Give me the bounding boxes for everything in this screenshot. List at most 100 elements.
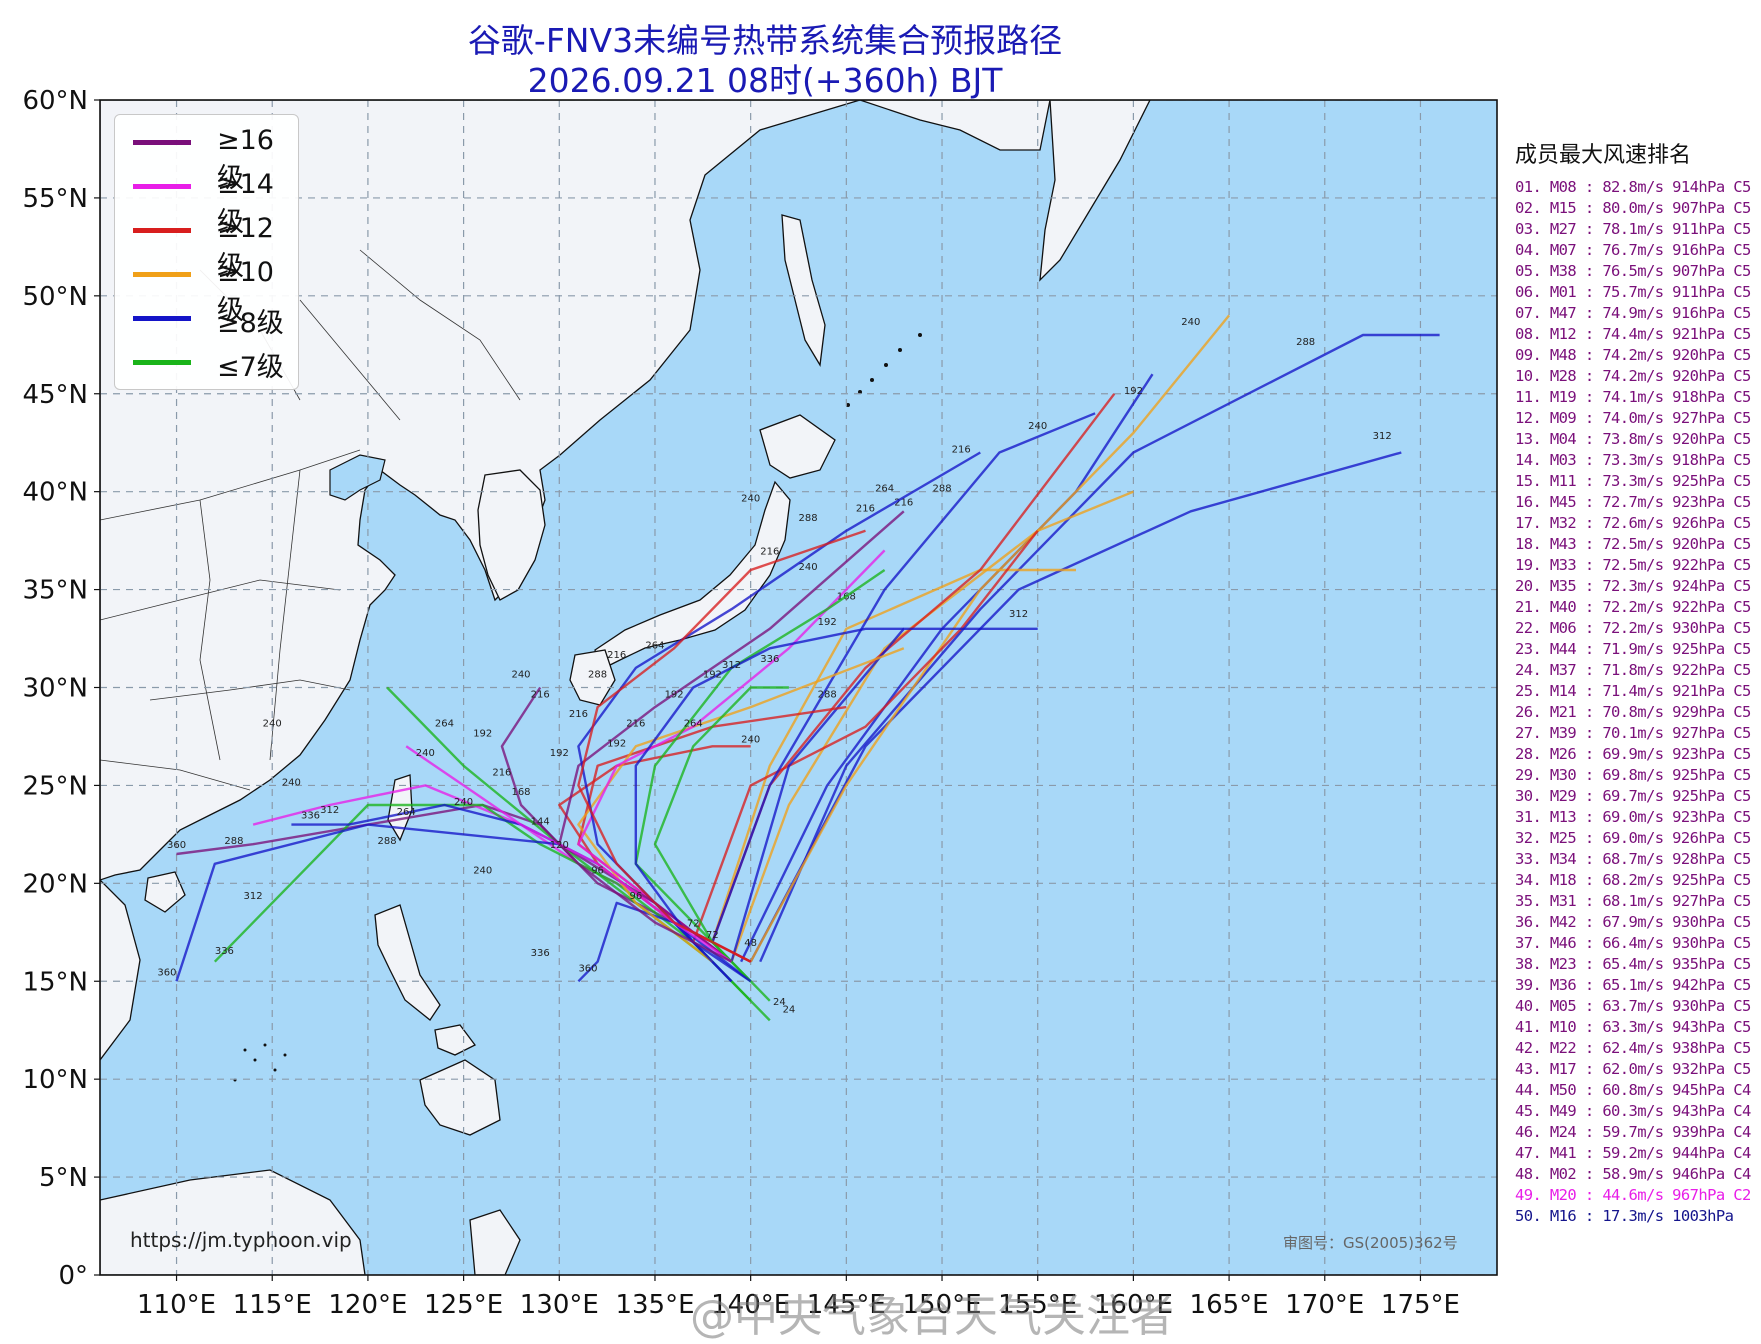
track-time-label: 240: [454, 797, 473, 808]
ensemble-track-line: [634, 569, 886, 983]
ranking-item: 20. M35 : 72.3m/s 924hPa C5: [1515, 577, 1751, 595]
track-time-label: 240: [1028, 421, 1047, 432]
lat-tick-label: 20°N: [22, 869, 88, 899]
track-time-label: 336: [760, 654, 779, 665]
ranking-item: 16. M45 : 72.7m/s 923hPa C5: [1515, 493, 1751, 511]
ensemble-track-line: [730, 490, 1134, 963]
track-time-label: 216: [492, 768, 511, 779]
track-time-label: 216: [607, 650, 626, 661]
track-time-label: 264: [875, 484, 894, 495]
ranking-item: 50. M16 : 17.3m/s 1003hPa: [1515, 1207, 1734, 1225]
lat-tick-label: 40°N: [22, 478, 88, 508]
ensemble-track-line: [749, 314, 1231, 963]
track-time-label: 288: [932, 484, 951, 495]
legend-swatch: [133, 360, 191, 365]
track-time-label: 312: [722, 660, 741, 671]
track-time-label: 336: [531, 948, 550, 959]
lon-tick-label: 145°E: [807, 1290, 886, 1320]
legend-swatch: [133, 184, 191, 189]
track-time-label: 144: [531, 817, 550, 828]
ensemble-track-line: [711, 412, 1096, 943]
track-time-label: 192: [818, 617, 837, 628]
ranking-item: 19. M33 : 72.5m/s 922hPa C5: [1515, 556, 1751, 574]
track-time-label: 264: [645, 640, 664, 651]
kamchatka: [1039, 100, 1151, 282]
legend-item: ≥10级: [125, 253, 295, 326]
ranking-item: 43. M17 : 62.0m/s 932hPa C5: [1515, 1060, 1751, 1078]
track-time-label: 240: [799, 562, 818, 573]
track-time-label: 360: [167, 840, 186, 851]
track-time-label: 96: [629, 891, 642, 902]
ensemble-track-line: [175, 823, 560, 982]
ranking-item: 02. M15 : 80.0m/s 907hPa C5: [1515, 199, 1751, 217]
hainan: [144, 871, 186, 913]
track-time-label: 216: [856, 503, 875, 514]
ranking-item: 32. M25 : 69.0m/s 926hPa C5: [1515, 829, 1751, 847]
ranking-item: 40. M05 : 63.7m/s 930hPa C5: [1515, 997, 1751, 1015]
ranking-item: 49. M20 : 44.6m/s 967hPa C2: [1515, 1186, 1751, 1204]
lon-tick-label: 155°E: [998, 1290, 1077, 1320]
ranking-item: 12. M09 : 74.0m/s 927hPa C5: [1515, 409, 1751, 427]
track-time-label: 24: [783, 1005, 796, 1016]
ranking-item: 05. M38 : 76.5m/s 907hPa C5: [1515, 262, 1751, 280]
track-time-label: 264: [684, 719, 703, 730]
ranking-item: 34. M18 : 68.2m/s 925hPa C5: [1515, 871, 1751, 889]
legend-swatch: [133, 140, 191, 145]
ranking-item: 46. M24 : 59.7m/s 939hPa C4: [1515, 1123, 1751, 1141]
ensemble-track-line: [176, 803, 752, 963]
legend-label: ≥14级: [217, 169, 274, 238]
track-time-label: 288: [1296, 337, 1315, 348]
track-time-label: 216: [760, 546, 779, 557]
lat-tick-label: 15°N: [22, 967, 88, 997]
ranking-item: 07. M47 : 74.9m/s 916hPa C5: [1515, 304, 1751, 322]
ranking-item: 41. M10 : 63.3m/s 943hPa C5: [1515, 1018, 1751, 1036]
track-time-label: 240: [282, 777, 301, 788]
track-time-label: 240: [741, 493, 760, 504]
ne-russia: [859, 100, 1051, 151]
map-approval-number: 审图号：GS(2005)362号: [1283, 1234, 1458, 1252]
track-time-label: 360: [578, 963, 597, 974]
ranking-item: 29. M30 : 69.8m/s 925hPa C5: [1515, 766, 1751, 784]
ranking-item: 23. M44 : 71.9m/s 925hPa C5: [1515, 640, 1751, 658]
chart-subtitle: 2026.09.21 08时(+360h) BJT: [527, 61, 1003, 100]
lat-tick-label: 10°N: [22, 1065, 88, 1095]
ranking-item: 39. M36 : 65.1m/s 942hPa C5: [1515, 976, 1751, 994]
track-time-label: 192: [703, 670, 722, 681]
lon-tick-label: 125°E: [424, 1290, 503, 1320]
track-time-label: 312: [1009, 609, 1028, 620]
ranking-item: 09. M48 : 74.2m/s 920hPa C5: [1515, 346, 1751, 364]
track-time-label: 72: [687, 918, 700, 929]
ensemble-track-line: [213, 803, 752, 1002]
source-url[interactable]: https://jm.typhoon.vip: [130, 1228, 352, 1252]
ranking-item: 37. M46 : 66.4m/s 930hPa C5: [1515, 934, 1751, 952]
ensemble-track-line: [759, 333, 1440, 963]
lon-tick-label: 165°E: [1190, 1290, 1269, 1320]
ranking-title: 成员最大风速排名: [1515, 143, 1692, 168]
track-time-label: 72: [706, 930, 719, 941]
visayas: [434, 1024, 476, 1056]
track-time-label: 192: [550, 748, 569, 759]
indochina: [100, 879, 141, 1062]
ranking-item: 14. M03 : 73.3m/s 918hPa C5: [1515, 451, 1751, 469]
track-time-label: 336: [215, 946, 234, 957]
track-time-label: 240: [1181, 317, 1200, 328]
ensemble-track-line: [653, 686, 789, 1002]
ranking-item: 36. M42 : 67.9m/s 930hPa C5: [1515, 913, 1751, 931]
ranking-item: 18. M43 : 72.5m/s 920hPa C5: [1515, 535, 1751, 553]
lon-tick-label: 175°E: [1381, 1290, 1460, 1320]
lon-tick-label: 170°E: [1285, 1290, 1364, 1320]
track-time-label: 240: [473, 866, 492, 877]
track-time-label: 312: [1373, 431, 1392, 442]
track-time-label: 288: [224, 836, 243, 847]
ranking-item: 21. M40 : 72.2m/s 922hPa C5: [1515, 598, 1751, 616]
track-time-label: 120: [550, 840, 569, 851]
legend-swatch: [133, 316, 191, 321]
hokkaido: [759, 414, 836, 479]
lon-tick-label: 140°E: [711, 1290, 790, 1320]
lon-axis: 110°E 115°E 120°E 125°E 130°E 135°E 140°E 145°E…: [137, 1275, 1460, 1320]
lon-tick-label: 150°E: [902, 1290, 981, 1320]
ranking-item: 30. M29 : 69.7m/s 925hPa C5: [1515, 787, 1751, 805]
ranking-item: 10. M28 : 74.2m/s 920hPa C5: [1515, 367, 1751, 385]
lat-tick-label: 30°N: [22, 674, 88, 704]
watermark: @中央气象台天气关注者: [690, 1291, 1174, 1342]
